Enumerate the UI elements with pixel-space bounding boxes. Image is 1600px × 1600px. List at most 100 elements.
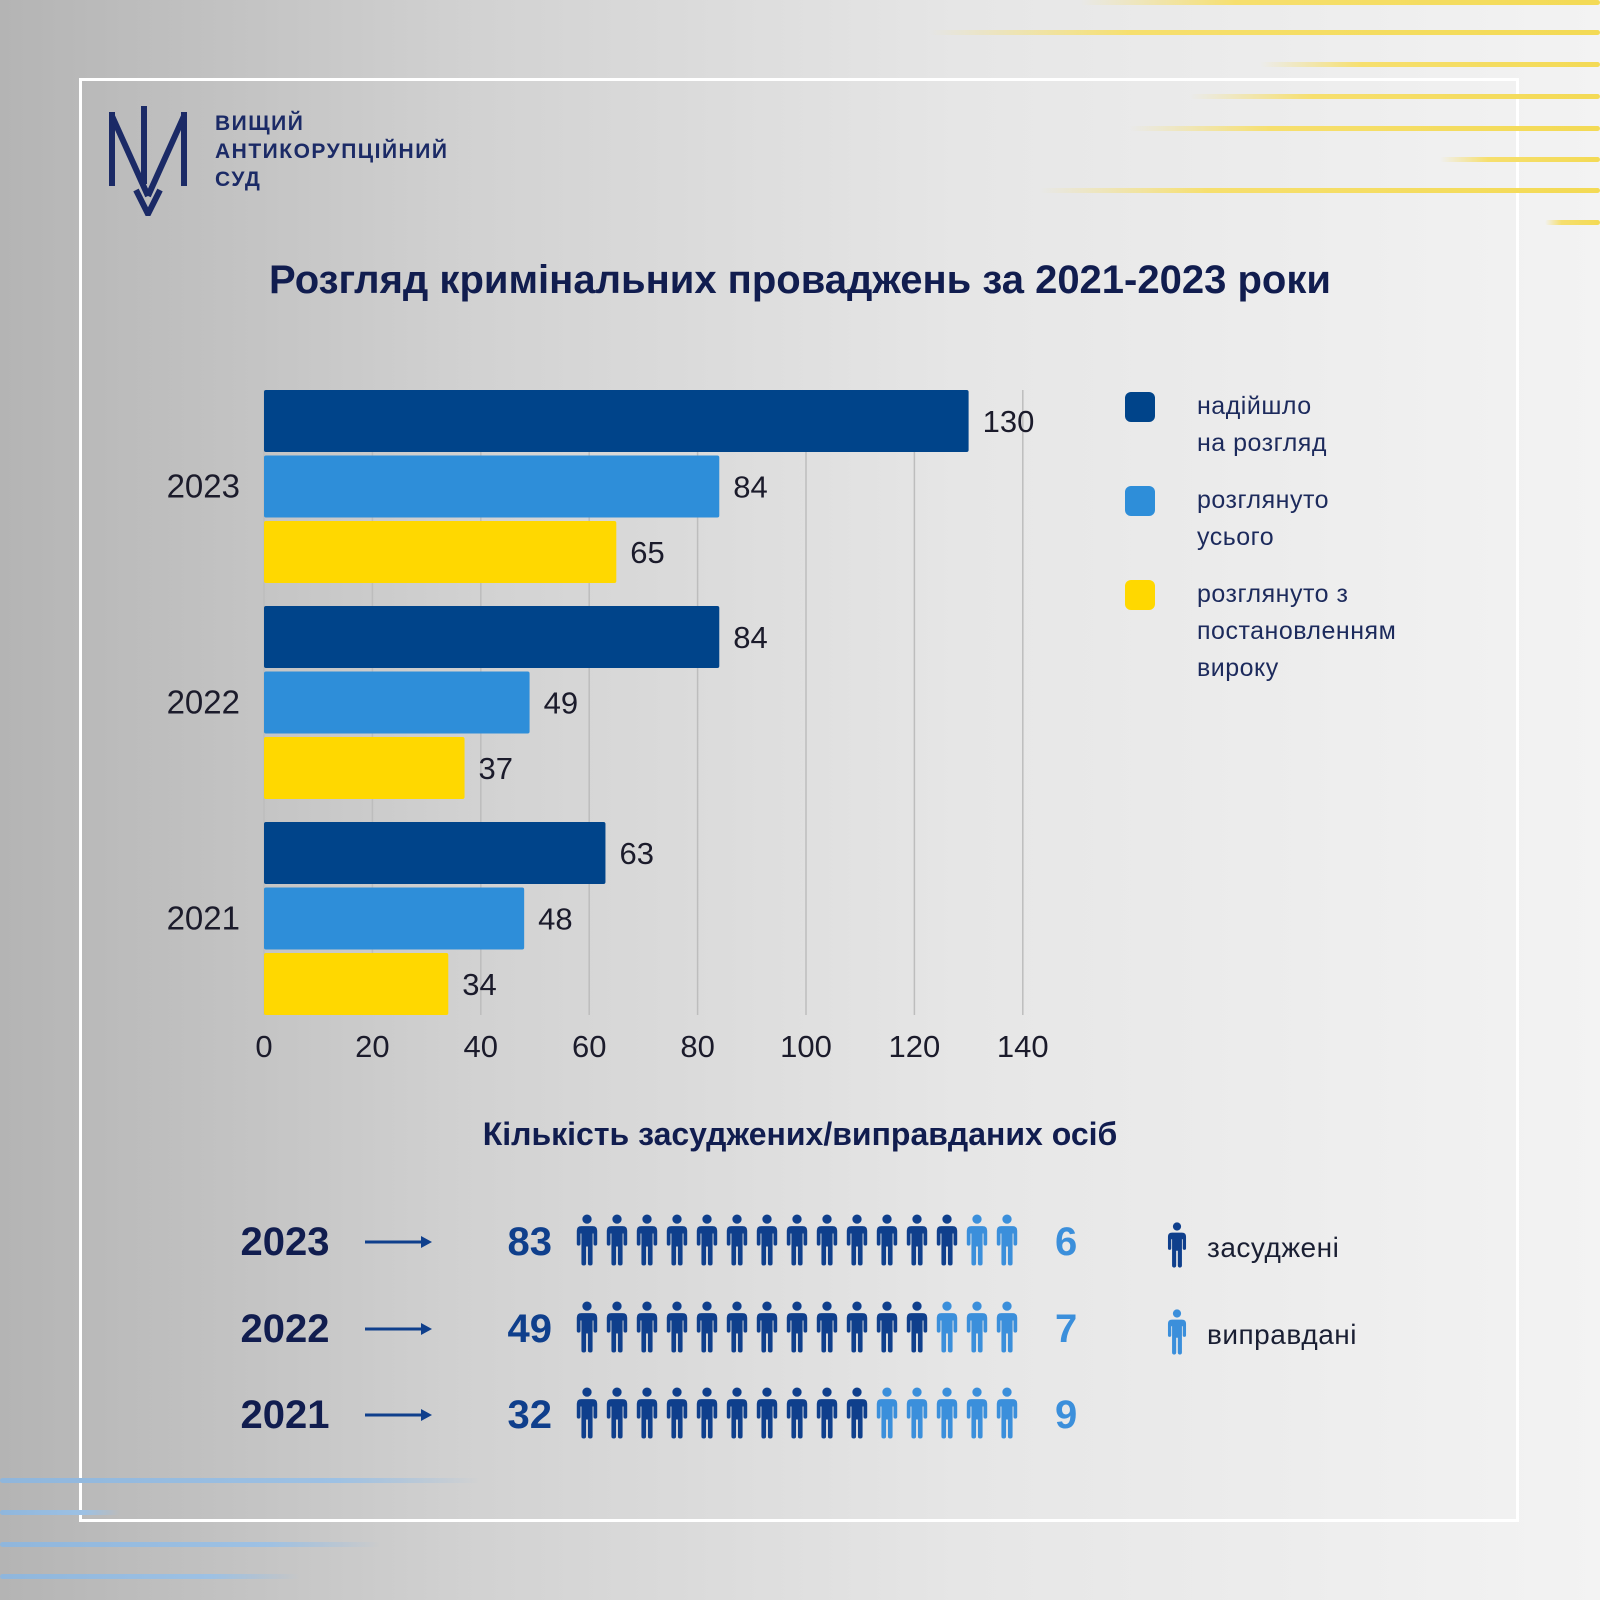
people-title: Кількість засуджених/виправданих осіб <box>482 1116 1118 1152</box>
bar <box>264 737 465 799</box>
legend-label-line: надійшло <box>1197 392 1312 420</box>
court-name: ВИЩИЙ АНТИКОРУПЦІЙНИЙ СУД <box>215 110 448 194</box>
legend-label-line: постановленням <box>1197 617 1397 645</box>
person-convicted-icon <box>634 1387 660 1444</box>
person-convicted-icon <box>934 1214 960 1271</box>
category-label: 2022 <box>167 684 240 721</box>
convicted-count: 49 <box>507 1307 553 1351</box>
bar-value-label: 84 <box>733 470 767 505</box>
person-convicted-icon <box>604 1387 630 1444</box>
person-convicted-icon <box>754 1301 780 1358</box>
person-convicted-icon <box>604 1214 630 1271</box>
person-convicted-icon <box>664 1214 690 1271</box>
x-tick-label: 140 <box>997 1029 1049 1064</box>
person-acquitted-icon <box>994 1214 1020 1271</box>
person-convicted-icon <box>784 1387 810 1444</box>
people-legend-label: засуджені <box>1207 1232 1340 1263</box>
person-acquitted-icon <box>994 1387 1020 1444</box>
white-frame <box>79 78 1519 1522</box>
x-tick-label: 20 <box>355 1029 389 1064</box>
person-convicted-icon <box>694 1387 720 1444</box>
person-acquitted-icon <box>934 1387 960 1444</box>
person-convicted-icon <box>844 1301 870 1358</box>
bar-chart: 0 20 40 60 80 100 120 140 130 84 65 2023 84 49 37 2022 6… <box>167 390 1049 1064</box>
convicted-count: 32 <box>507 1393 553 1437</box>
bar <box>264 887 525 950</box>
legend-label-line: на розгляд <box>1197 429 1327 457</box>
x-tick-label: 100 <box>780 1029 832 1064</box>
legend-label-line: розглянуто з <box>1197 580 1349 608</box>
person-convicted-icon <box>814 1387 840 1444</box>
bar-value-label: 37 <box>479 751 513 786</box>
people-row: 2022 49 7 <box>0 1299 1600 1359</box>
person-convicted-icon <box>844 1387 870 1444</box>
category-label: 2023 <box>167 468 240 505</box>
acquitted-count: 9 <box>1055 1393 1078 1437</box>
person-convicted-icon <box>664 1387 690 1444</box>
legend-label-line: розглянуто <box>1197 486 1330 514</box>
person-convicted-icon <box>694 1301 720 1358</box>
bar <box>264 521 617 583</box>
court-name-line: ВИЩИЙ <box>215 112 305 135</box>
bar <box>264 671 530 734</box>
court-name-line: АНТИКОРУПЦІЙНИЙ <box>215 140 449 163</box>
person-acquitted-icon <box>1165 1309 1189 1360</box>
bar-value-label: 130 <box>983 404 1035 439</box>
legend-swatch <box>1125 580 1155 610</box>
person-convicted-icon <box>754 1387 780 1444</box>
person-acquitted-icon <box>964 1387 990 1444</box>
bar <box>264 455 720 518</box>
people-legend-label: виправдані <box>1207 1319 1357 1350</box>
person-convicted-icon <box>724 1387 750 1444</box>
bar <box>264 390 969 452</box>
person-convicted-icon <box>814 1301 840 1358</box>
category-label: 2021 <box>167 900 240 937</box>
arrow-right-icon <box>365 1234 435 1255</box>
person-convicted-icon <box>604 1301 630 1358</box>
people-row: 2021 32 9 <box>0 1385 1600 1445</box>
person-convicted-icon <box>694 1214 720 1271</box>
person-convicted-icon <box>574 1301 600 1358</box>
person-convicted-icon <box>1165 1222 1189 1273</box>
legend-label-line: усього <box>1197 523 1275 551</box>
people-row: 2023 83 6 <box>0 1212 1600 1272</box>
person-convicted-icon <box>784 1214 810 1271</box>
person-convicted-icon <box>664 1301 690 1358</box>
chart-title: Розгляд кримінальних проваджень за 2021-… <box>269 258 1331 302</box>
person-convicted-icon <box>874 1301 900 1358</box>
bar-value-label: 84 <box>733 620 767 655</box>
legend-label-line: вироку <box>1197 654 1279 682</box>
person-convicted-icon <box>754 1214 780 1271</box>
person-acquitted-icon <box>964 1301 990 1358</box>
acquitted-count: 7 <box>1055 1307 1078 1351</box>
person-convicted-icon <box>634 1301 660 1358</box>
court-emblem-icon <box>108 106 188 221</box>
people-row-year: 2023 <box>240 1220 330 1264</box>
person-convicted-icon <box>724 1301 750 1358</box>
person-convicted-icon <box>904 1214 930 1271</box>
person-convicted-icon <box>574 1387 600 1444</box>
person-acquitted-icon <box>994 1301 1020 1358</box>
legend-label: розглянуто з постановленням вироку <box>1197 576 1497 687</box>
legend-swatch <box>1125 392 1155 422</box>
person-acquitted-icon <box>874 1387 900 1444</box>
bar-value-label: 65 <box>630 535 664 570</box>
court-name-line: СУД <box>215 168 262 191</box>
person-convicted-icon <box>844 1214 870 1271</box>
legend-swatch <box>1125 486 1155 516</box>
person-convicted-icon <box>634 1214 660 1271</box>
bar-value-label: 63 <box>619 836 653 871</box>
legend-label: розглянуто усього <box>1197 482 1497 556</box>
person-convicted-icon <box>784 1301 810 1358</box>
bar <box>264 606 720 668</box>
x-tick-label: 40 <box>464 1029 498 1064</box>
person-convicted-icon <box>814 1214 840 1271</box>
people-row-year: 2022 <box>240 1307 330 1351</box>
person-acquitted-icon <box>904 1387 930 1444</box>
bar-value-label: 49 <box>544 686 578 721</box>
x-tick-label: 80 <box>680 1029 714 1064</box>
acquitted-count: 6 <box>1055 1220 1078 1264</box>
people-row-year: 2021 <box>240 1393 330 1437</box>
arrow-right-icon <box>365 1407 435 1428</box>
x-tick-label: 60 <box>572 1029 606 1064</box>
